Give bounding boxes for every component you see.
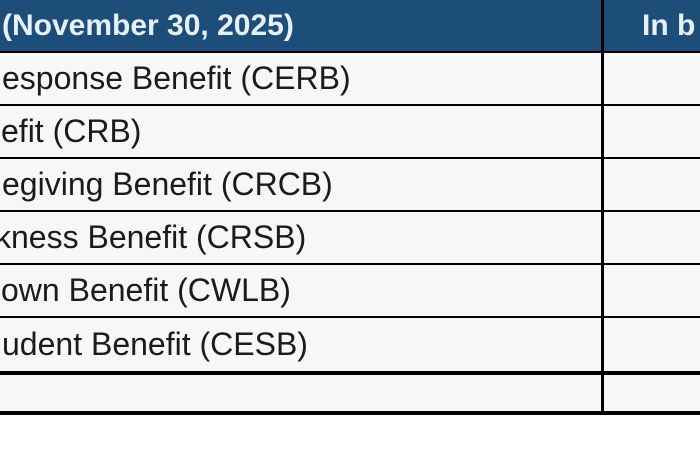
table-header-row: (November 30, 2025) In b <box>0 0 700 53</box>
table-row-cerb: esponse Benefit (CERB) <box>0 53 700 106</box>
row-value-cell <box>604 375 700 411</box>
row-label-cell: kness Benefit (CRSB) <box>0 212 604 263</box>
benefits-table: (November 30, 2025) In b esponse Benefit… <box>0 0 700 415</box>
row-label-cell: udent Benefit (CESB) <box>0 318 604 371</box>
row-value-cell <box>604 106 700 157</box>
row-label-cell: own Benefit (CWLB) <box>0 265 604 316</box>
table-row-cesb: udent Benefit (CESB) <box>0 318 700 371</box>
table-row-cwlb: own Benefit (CWLB) <box>0 265 700 318</box>
benefit-name: efit (CRB) <box>1 113 142 149</box>
row-value-cell <box>604 159 700 210</box>
table-row-crb: efit (CRB) <box>0 106 700 159</box>
table-row-crsb: kness Benefit (CRSB) <box>0 212 700 265</box>
row-value-cell <box>604 318 700 371</box>
row-value-cell <box>604 265 700 316</box>
benefit-name: esponse Benefit (CERB) <box>2 60 351 96</box>
header-date-cell: (November 30, 2025) <box>0 0 604 51</box>
row-label-cell: egiving Benefit (CRCB) <box>0 159 604 210</box>
header-value-cell: In b <box>604 0 700 51</box>
benefit-name: own Benefit (CWLB) <box>1 272 291 308</box>
table-row-empty <box>0 371 700 415</box>
row-label-cell: efit (CRB) <box>0 106 604 157</box>
table-row-crcb: egiving Benefit (CRCB) <box>0 159 700 212</box>
row-label-cell: esponse Benefit (CERB) <box>0 53 604 104</box>
row-value-cell <box>604 212 700 263</box>
benefit-name: udent Benefit (CESB) <box>2 326 308 362</box>
header-date-label: (November 30, 2025) <box>2 8 294 42</box>
header-value-label: In b <box>642 8 696 42</box>
row-value-cell <box>604 53 700 104</box>
benefit-name: kness Benefit (CRSB) <box>0 219 307 255</box>
row-label-cell <box>0 375 604 411</box>
benefit-name: egiving Benefit (CRCB) <box>2 166 333 202</box>
